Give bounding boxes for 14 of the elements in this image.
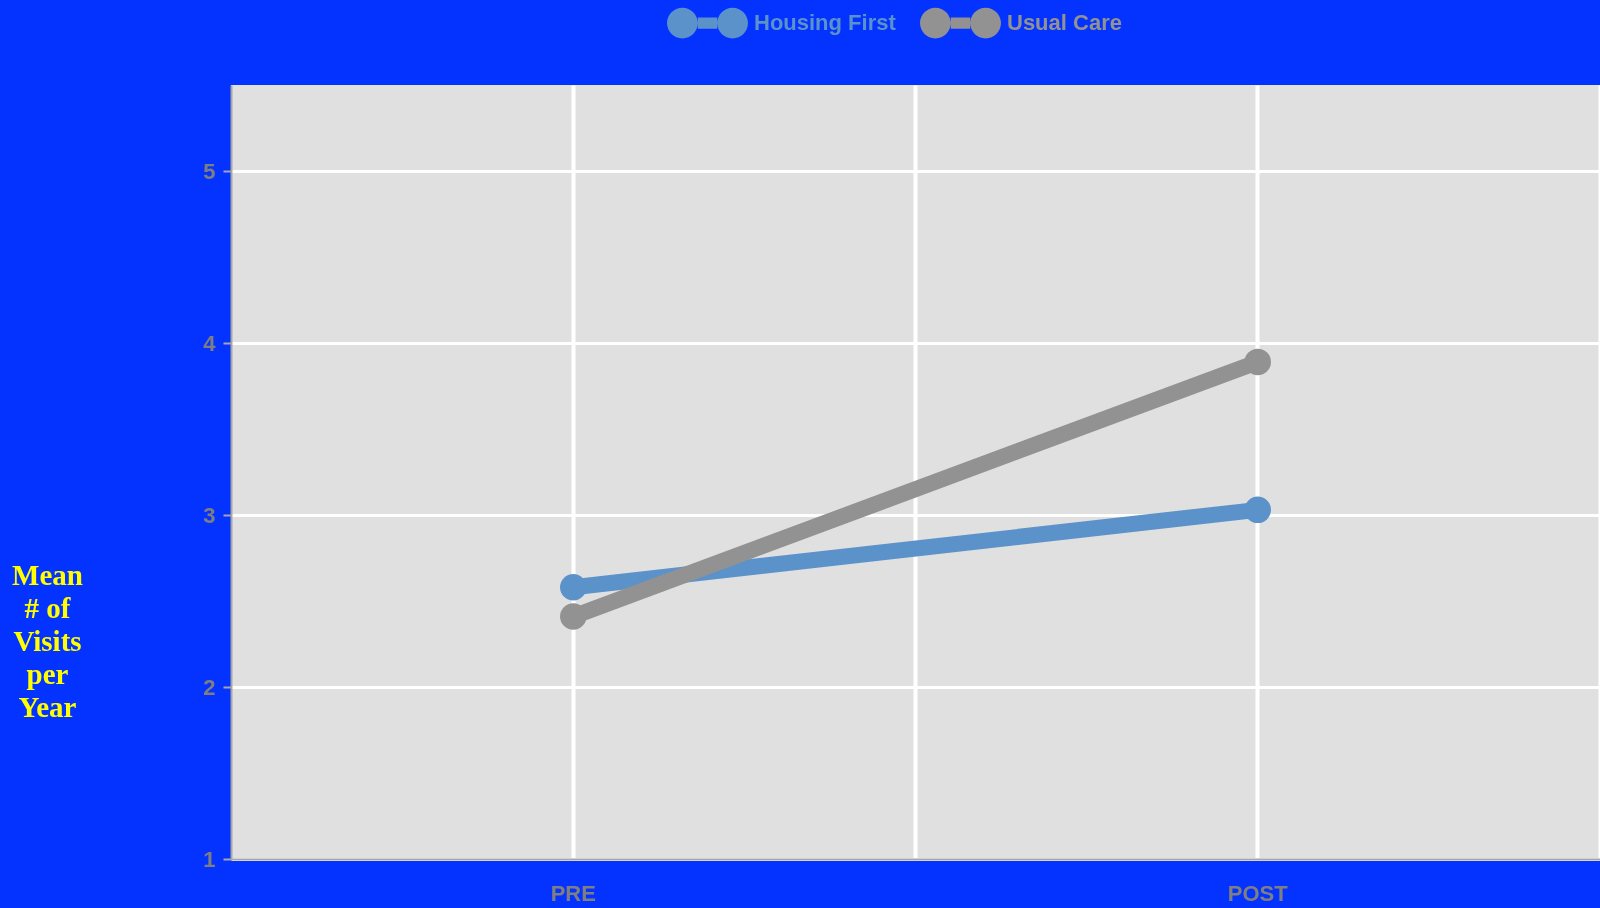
y-tick-label: 4 <box>203 330 217 356</box>
legend-label: Usual Care <box>1007 10 1122 36</box>
point <box>1244 496 1271 524</box>
y-tick-label: 1 <box>203 846 216 872</box>
x-tick-label: POST <box>1227 880 1289 906</box>
legend-label: Housing First <box>754 10 897 36</box>
x-tick-label: PRE <box>550 880 596 906</box>
point <box>1244 348 1271 376</box>
y-tick-label: 3 <box>203 502 216 528</box>
point <box>560 574 587 601</box>
y-tick-label: 2 <box>203 674 216 700</box>
point <box>560 603 587 630</box>
y-tick-label: 5 <box>203 158 216 184</box>
y-axis-title: Mean # of Visits per Year <box>12 558 83 723</box>
